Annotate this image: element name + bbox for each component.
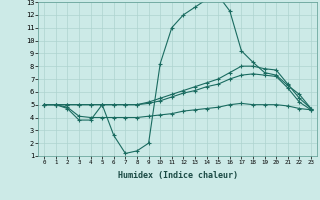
X-axis label: Humidex (Indice chaleur): Humidex (Indice chaleur) <box>118 171 238 180</box>
